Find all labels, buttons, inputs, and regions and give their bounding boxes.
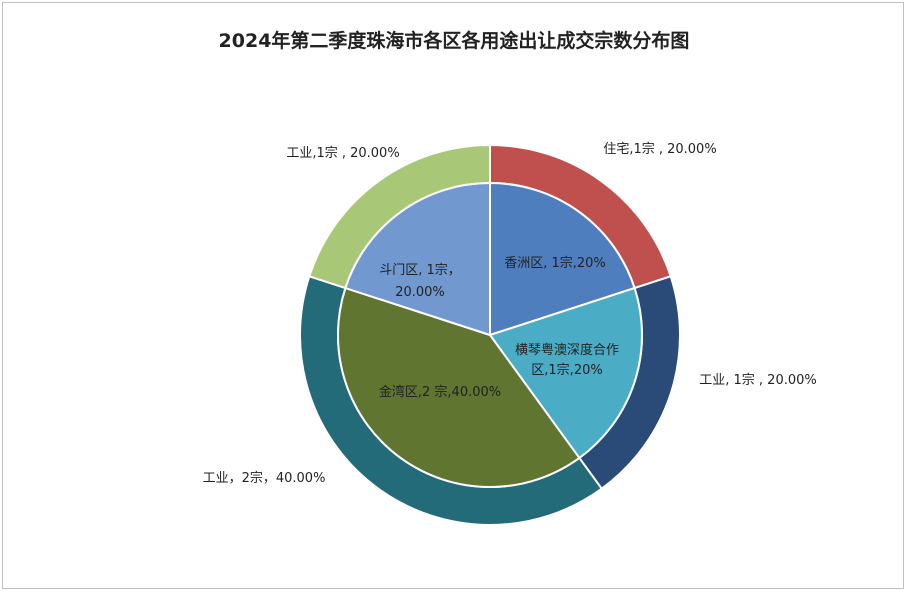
inner-label-0-0: 香洲区, 1宗,20% — [504, 255, 606, 271]
inner-label-1-1: 区,1宗,20% — [531, 362, 602, 378]
inner-ring-slice-3 — [344, 181, 491, 337]
outer-label-2: 工业，2宗，40.00% — [203, 470, 326, 486]
outer-label-3: 工业,1宗 , 20.00% — [286, 145, 399, 161]
inner-label-2-0: 金湾区,2 宗,40.00% — [379, 384, 501, 400]
inner-label-1-0: 横琴粤澳深度合作 — [515, 342, 619, 358]
outer-label-1: 工业, 1宗 , 20.00% — [699, 372, 817, 388]
inner-ring-slice-1 — [488, 286, 643, 460]
inner-label-3-1: 20.00% — [395, 285, 445, 300]
inner-ring-slice-0 — [489, 181, 636, 337]
chart-title: 2024年第二季度珠海市各区各用途出让成交宗数分布图 — [218, 30, 690, 52]
inner-ring-slice-2 — [337, 286, 581, 488]
outer-label-0: 住宅,1宗 , 20.00% — [603, 141, 716, 157]
inner-label-3-0: 斗门区, 1宗， — [379, 262, 461, 278]
